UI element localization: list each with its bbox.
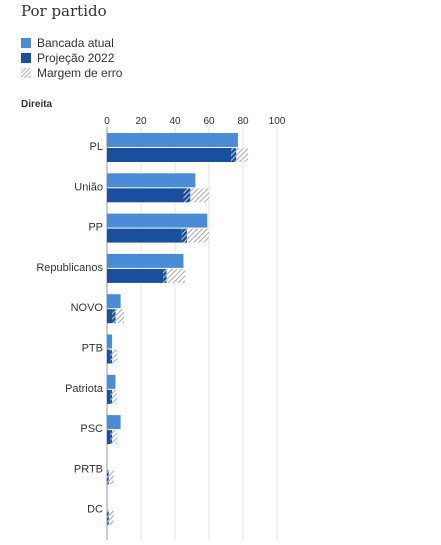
category-label-pl: PL <box>90 141 103 153</box>
bar-projecao-margin-patriota <box>110 389 113 404</box>
x-tick-label-40: 40 <box>169 116 181 127</box>
bar-bancada-pp <box>107 213 208 228</box>
category-label-prtb: PRTB <box>74 463 103 475</box>
category-label-pp: PP <box>88 222 103 234</box>
error-band-patriota <box>110 389 118 404</box>
bar-projecao-patriota <box>107 389 111 404</box>
error-band-psc <box>110 430 118 445</box>
bar-projecao-pl <box>107 148 232 162</box>
x-tick-label-20: 20 <box>135 116 147 127</box>
category-label-novo: NOVO <box>71 302 104 314</box>
bar-projecao-margin-psc <box>110 430 113 445</box>
legend-label-bancada: Bancada atual <box>37 35 114 50</box>
legend-item-margem: Margem de erro <box>21 65 122 80</box>
category-label-ptb: PTB <box>82 343 103 355</box>
chart-title: Por partido <box>21 2 107 20</box>
bar-bancada-novo <box>107 294 121 309</box>
bar-bancada-republicanos <box>107 253 184 268</box>
bar-projecao-margin-republicanos <box>163 268 167 283</box>
bar-projecao-margin-pp <box>181 228 187 243</box>
bar-projecao-ptb <box>107 349 111 364</box>
error-band-ptb <box>110 349 118 364</box>
category-label-patriota: Patriota <box>65 383 104 395</box>
category-label-psc: PSC <box>80 423 103 435</box>
category-label-republicanos: Republicanos <box>36 262 103 274</box>
bar-bancada-uni-o <box>107 173 196 188</box>
category-label-dc: DC <box>87 504 103 516</box>
bar-projecao-margin-uni-o <box>183 188 191 203</box>
x-tick-label-60: 60 <box>203 116 215 127</box>
bar-projecao-margin-novo <box>112 309 116 324</box>
bar-projecao-pp <box>107 228 182 243</box>
section-label: Direita <box>21 99 53 110</box>
bar-bancada-psc <box>107 415 121 430</box>
legend-swatch-projecao <box>21 52 31 63</box>
legend-item-projecao: Projeção 2022 <box>21 50 122 65</box>
bar-bancada-pl <box>107 133 238 147</box>
bar-projecao-uni-o <box>107 188 184 203</box>
error-band-pp <box>181 228 209 243</box>
bar-projecao-margin-ptb <box>110 349 113 364</box>
error-band-dc <box>107 510 114 525</box>
bar-projecao-margin-pl <box>231 148 237 162</box>
category-label-uni-o: União <box>74 181 103 193</box>
bar-projecao-margin-dc <box>107 510 109 525</box>
legend-swatch-bancada <box>21 37 31 48</box>
x-tick-label-0: 0 <box>104 116 110 127</box>
bar-bancada-ptb <box>107 334 113 349</box>
x-tick-label-80: 80 <box>237 116 249 127</box>
x-tick-label-100: 100 <box>269 116 286 127</box>
error-band-republicanos <box>163 268 186 283</box>
legend-item-bancada: Bancada atual <box>21 35 122 50</box>
error-band-prtb <box>107 470 114 485</box>
legend-label-margem: Margem de erro <box>37 65 123 80</box>
bar-projecao-psc <box>107 430 111 445</box>
bar-projecao-margin-prtb <box>107 470 109 485</box>
bar-bancada-patriota <box>107 374 116 389</box>
bar-projecao-republicanos <box>107 268 164 283</box>
legend-label-projecao: Projeção 2022 <box>37 50 115 65</box>
legend: Bancada atual Projeção 2022 Margem de er… <box>21 35 122 80</box>
error-band-novo <box>112 309 124 324</box>
legend-swatch-margem <box>21 67 31 78</box>
bar-projecao-novo <box>107 309 113 324</box>
